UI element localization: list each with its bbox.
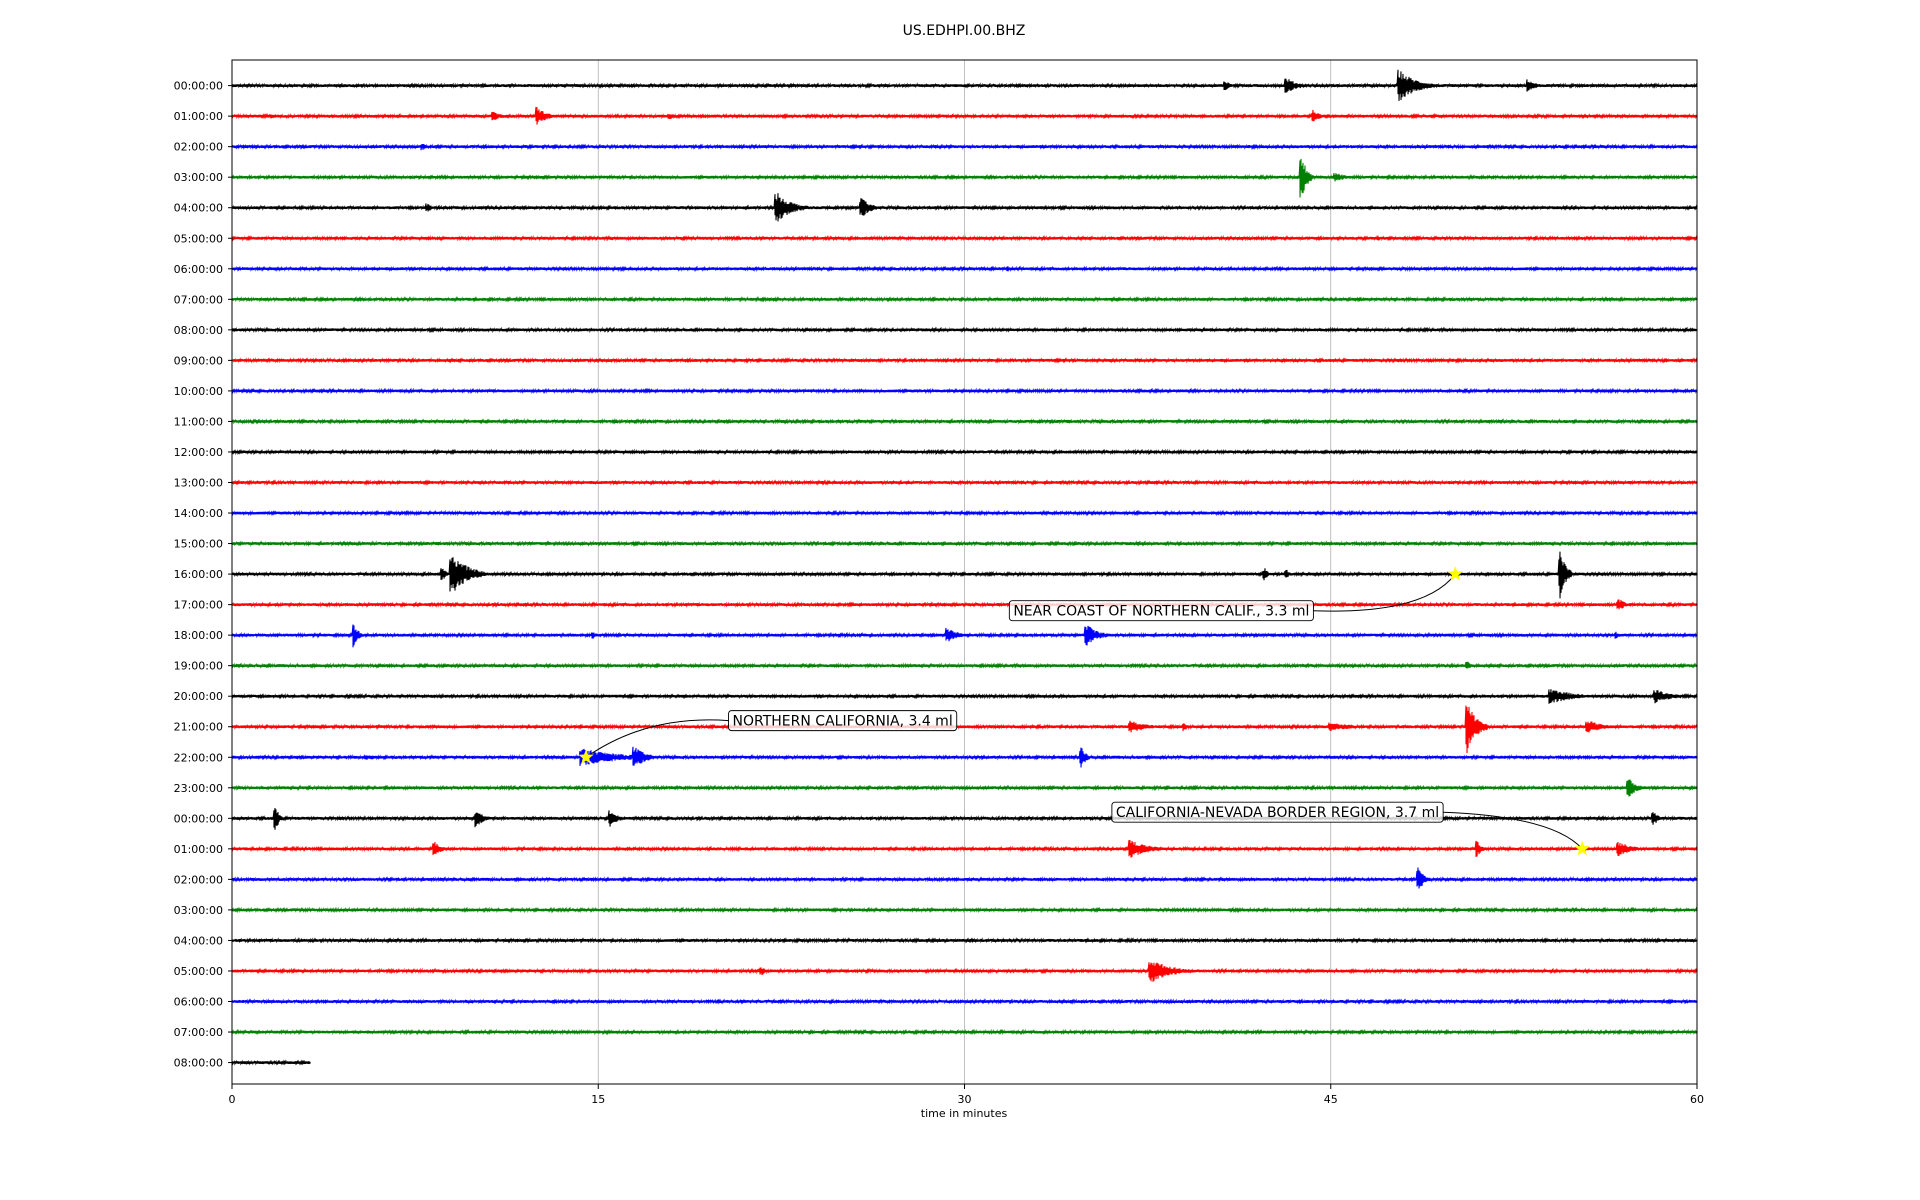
row-label: 03:00:00: [174, 171, 223, 184]
row-label: 05:00:00: [174, 232, 223, 245]
row-label: 05:00:00: [174, 965, 223, 978]
row-label: 04:00:00: [174, 934, 223, 947]
row-label: 04:00:00: [174, 202, 223, 215]
event-star-marker: [1447, 566, 1463, 581]
trace-row-32: [231, 1059, 311, 1066]
event-label: CALIFORNIA-NEVADA BORDER REGION, 3.7 ml: [1116, 805, 1439, 821]
row-label: 23:00:00: [174, 782, 223, 795]
trace-row-20: [231, 689, 1698, 704]
trace-row-8: [231, 326, 1698, 334]
trace-row-24: [231, 807, 1698, 830]
trace-row-5: [231, 234, 1698, 242]
event-connector: [1313, 573, 1456, 612]
row-label: 06:00:00: [174, 263, 223, 276]
event-annotation-1: NORTHERN CALIFORNIA, 3.4 ml: [578, 710, 958, 764]
row-label: 10:00:00: [174, 385, 223, 398]
row-label: 11:00:00: [174, 415, 223, 428]
x-axis-ticks: 0 15 30 45 60: [229, 1084, 1704, 1106]
row-label: 15:00:00: [174, 538, 223, 551]
event-annotation-0: NEAR COAST OF NORTHERN CALIF., 3.3 ml: [1008, 566, 1463, 622]
trace-row-25: [231, 840, 1698, 858]
row-label: 09:00:00: [174, 354, 223, 367]
row-label: 03:00:00: [174, 904, 223, 917]
trace-row-30: [231, 998, 1698, 1005]
trace-row-19: [231, 661, 1698, 669]
x-tick-label: 45: [1324, 1093, 1338, 1106]
trace-row-9: [231, 357, 1698, 364]
trace-row-27: [231, 906, 1698, 914]
event-star-marker: [578, 749, 594, 764]
trace-row-7: [231, 296, 1698, 303]
row-label: 00:00:00: [174, 80, 223, 93]
row-label: 14:00:00: [174, 507, 223, 520]
x-tick-label: 15: [591, 1093, 605, 1106]
row-label: 17:00:00: [174, 599, 223, 612]
trace-row-15: [231, 540, 1698, 547]
event-star-marker: [1574, 840, 1590, 856]
event-label: NEAR COAST OF NORTHERN CALIF., 3.3 ml: [1013, 604, 1309, 620]
trace-row-4: [231, 193, 1698, 222]
trace-row-14: [231, 509, 1698, 517]
row-label: 16:00:00: [174, 568, 223, 581]
trace-row-2: [231, 143, 1698, 151]
row-label: 02:00:00: [174, 141, 223, 154]
trace-row-6: [231, 265, 1698, 273]
row-label: 01:00:00: [174, 110, 223, 123]
row-label: 22:00:00: [174, 751, 223, 764]
trace-row-31: [231, 1028, 1698, 1036]
trace-row-23: [231, 779, 1698, 797]
trace-row-10: [231, 387, 1698, 395]
row-time-labels: 00:00:00 01:00:00 02:00:00 03:00:00 04:00:00…: [174, 80, 232, 1070]
event-label: NORTHERN CALIFORNIA, 3.4 ml: [733, 714, 953, 730]
trace-row-29: [231, 962, 1698, 982]
row-label: 20:00:00: [174, 690, 223, 703]
row-label: 07:00:00: [174, 1026, 223, 1039]
trace-row-3: [231, 158, 1698, 198]
x-tick-label: 0: [229, 1093, 236, 1106]
trace-row-18: [231, 624, 1698, 648]
x-tick-label: 60: [1690, 1093, 1704, 1106]
row-label: 08:00:00: [174, 1057, 223, 1070]
trace-row-0: [231, 69, 1698, 101]
row-label: 12:00:00: [174, 446, 223, 459]
chart-title: US.EDHPI.00.BHZ: [903, 23, 1026, 39]
event-annotations: NEAR COAST OF NORTHERN CALIF., 3.3 ml NOR…: [578, 566, 1590, 856]
trace-row-12: [231, 448, 1698, 456]
plot-area: NEAR COAST OF NORTHERN CALIF., 3.3 ml NOR…: [231, 59, 1698, 1085]
event-label-box: [1008, 600, 1314, 622]
row-label: 08:00:00: [174, 324, 223, 337]
row-label: 00:00:00: [174, 812, 223, 825]
event-annotation-2: CALIFORNIA-NEVADA BORDER REGION, 3.7 ml: [1111, 801, 1590, 856]
trace-row-1: [231, 106, 1698, 125]
trace-row-13: [231, 479, 1698, 486]
row-label: 19:00:00: [174, 660, 223, 673]
event-connector: [1443, 811, 1583, 850]
row-label: 02:00:00: [174, 873, 223, 886]
row-label: 01:00:00: [174, 843, 223, 856]
x-axis-label: time in minutes: [921, 1107, 1008, 1120]
row-label: 07:00:00: [174, 293, 223, 306]
row-label: 06:00:00: [174, 996, 223, 1009]
trace-row-22: [231, 746, 1698, 768]
trace-row-28: [231, 937, 1698, 944]
trace-row-26: [231, 867, 1698, 889]
trace-row-21: [231, 705, 1698, 754]
row-label: 18:00:00: [174, 629, 223, 642]
row-label: 13:00:00: [174, 476, 223, 489]
trace-row-17: [231, 599, 1698, 610]
row-label: 21:00:00: [174, 721, 223, 734]
trace-row-11: [231, 418, 1698, 425]
x-tick-label: 30: [958, 1093, 972, 1106]
event-connector: [585, 719, 729, 758]
